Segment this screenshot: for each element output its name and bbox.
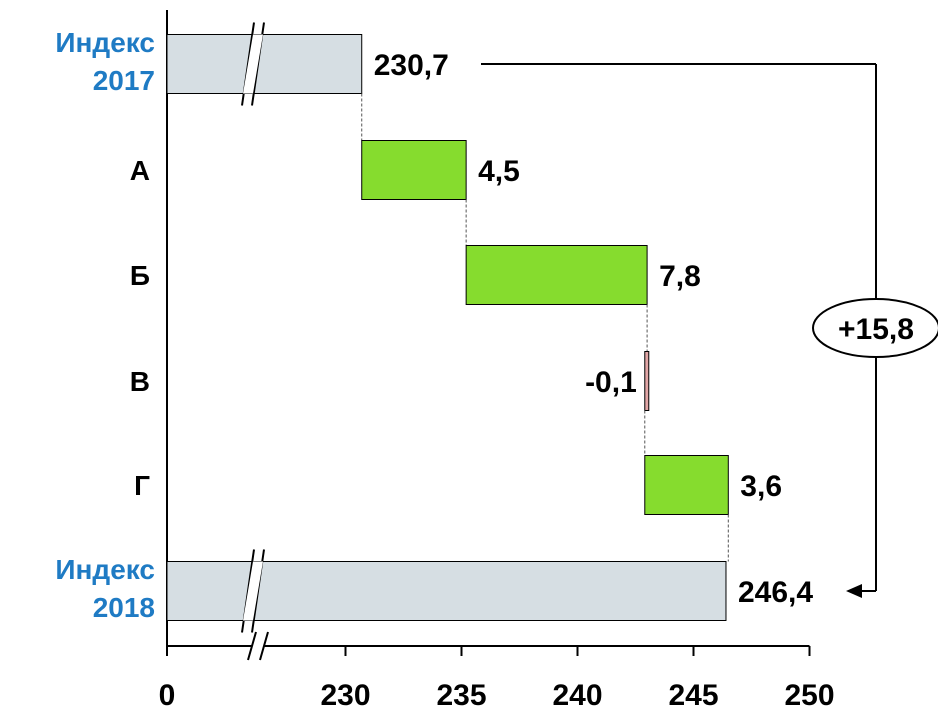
category-label: 2018 <box>93 592 155 623</box>
category-label: Индекс <box>55 27 155 58</box>
value-label: 246,4 <box>738 576 813 609</box>
bar-break-gap <box>243 34 263 94</box>
waterfall-bar <box>644 351 650 411</box>
value-label: 3,6 <box>740 470 782 503</box>
waterfall-bar <box>166 34 363 94</box>
value-label: 230,7 <box>374 49 449 82</box>
waterfall-bar <box>644 455 729 515</box>
axis-break-mark <box>259 631 269 661</box>
category-label: Б <box>130 260 150 291</box>
x-tick-label: 235 <box>436 679 486 712</box>
value-label: -0,1 <box>585 366 637 399</box>
x-tick-label: 245 <box>668 679 718 712</box>
category-label: 2017 <box>93 65 155 96</box>
category-label: Г <box>134 470 150 501</box>
category-label: В <box>130 366 150 397</box>
axis-break-mark <box>247 631 257 661</box>
waterfall-bar <box>361 140 467 200</box>
x-tick-label: 240 <box>552 679 602 712</box>
total-change-label: +15,8 <box>838 313 914 346</box>
waterfall-bar <box>465 245 648 305</box>
x-tick-label: 250 <box>784 679 834 712</box>
total-change-ellipse <box>812 298 938 358</box>
arrow-head-icon <box>846 584 862 598</box>
category-label: А <box>130 155 150 186</box>
x-tick-label: 230 <box>320 679 370 712</box>
category-label: Индекс <box>55 554 155 585</box>
bar-break-gap <box>243 561 263 621</box>
value-label: 4,5 <box>478 155 520 188</box>
value-label: 7,8 <box>659 260 701 293</box>
x-tick-label: 0 <box>159 679 176 712</box>
